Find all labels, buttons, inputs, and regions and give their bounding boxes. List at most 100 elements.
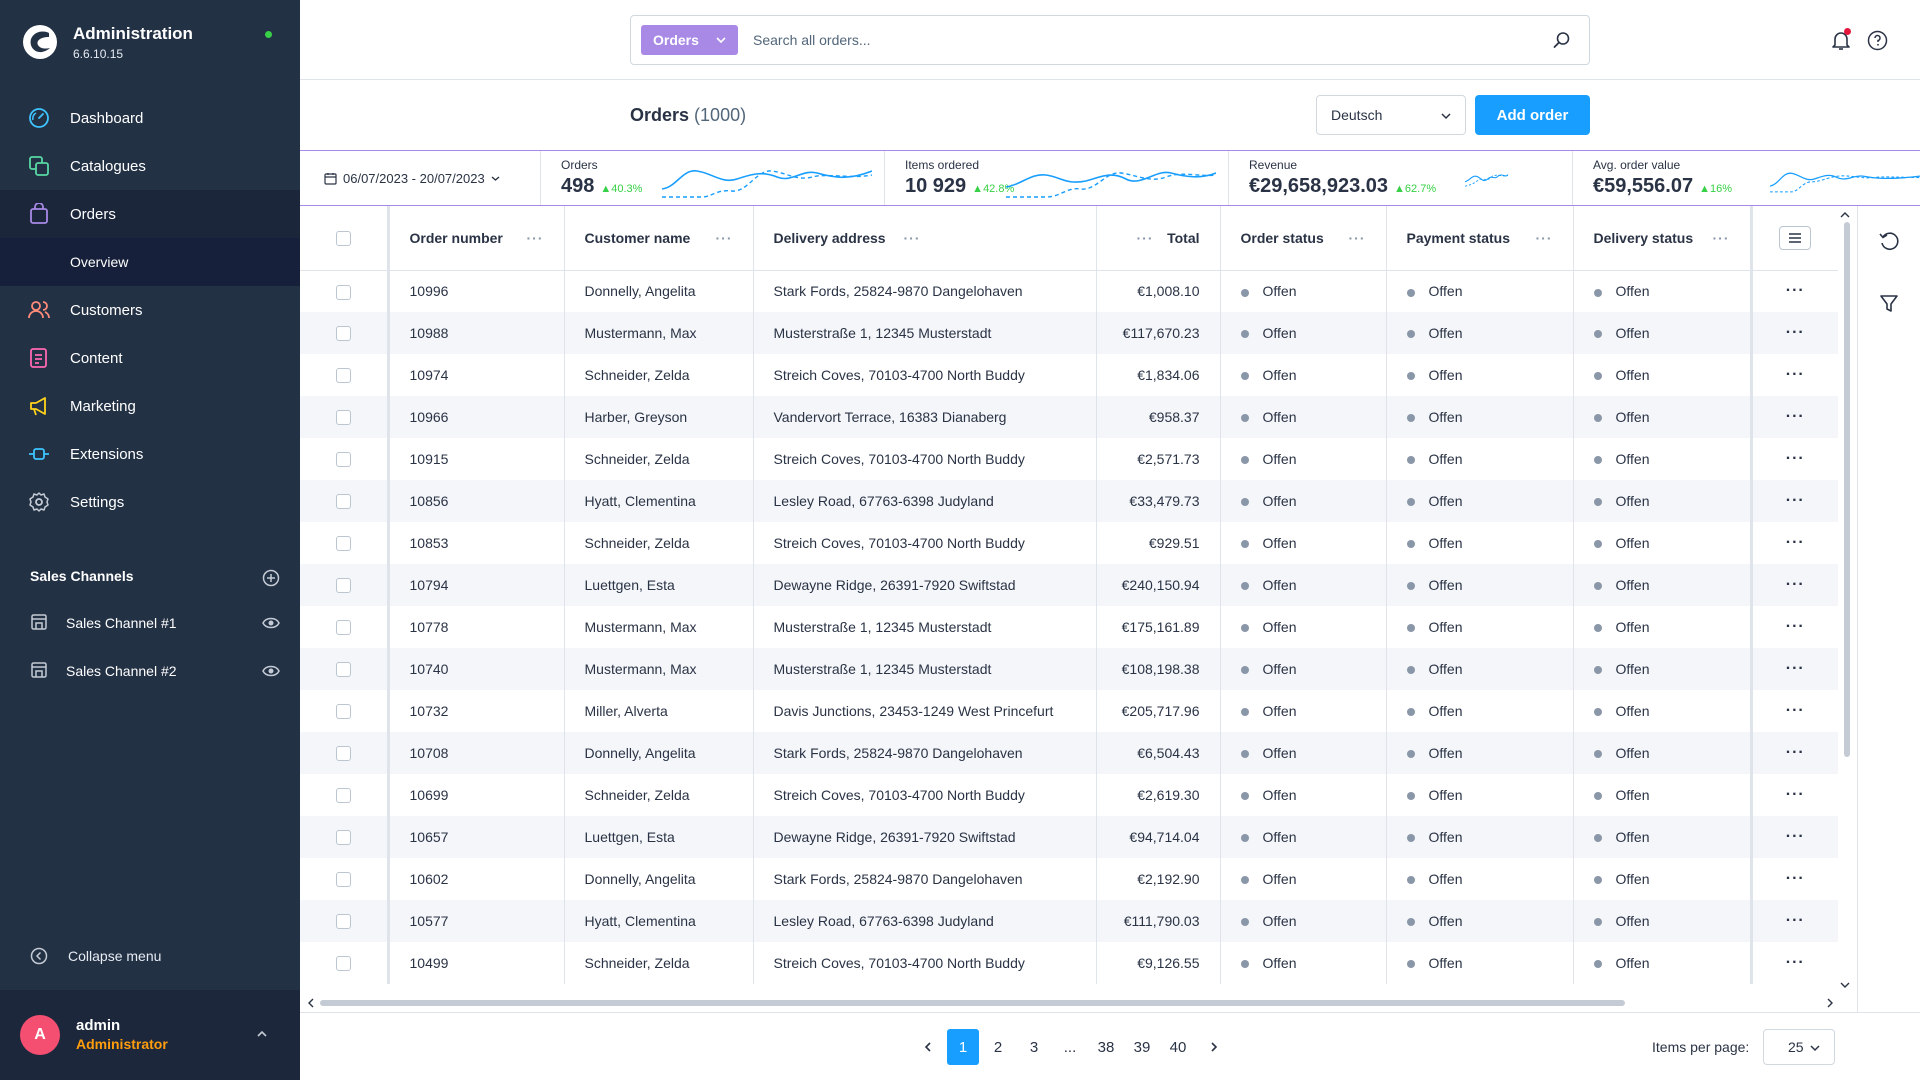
page-button[interactable]: 1 [947, 1029, 979, 1065]
table-row[interactable]: 10577 Hyatt, Clementina Lesley Road, 67763… [300, 900, 1838, 942]
search-type-dropdown[interactable]: Orders [641, 25, 738, 55]
column-options-icon[interactable]: ··· [715, 230, 733, 246]
page-button[interactable]: 3 [1029, 1038, 1039, 1056]
column-settings-button[interactable] [1779, 225, 1812, 250]
column-options-icon[interactable]: ··· [526, 230, 544, 246]
row-actions-icon[interactable]: ··· [1785, 660, 1805, 677]
order-number-cell[interactable]: 10577 [388, 900, 565, 942]
row-actions-icon[interactable]: ··· [1785, 618, 1805, 635]
order-number-cell[interactable]: 10974 [388, 354, 565, 396]
nav-item-content[interactable]: Content [0, 334, 300, 382]
row-checkbox[interactable] [335, 284, 351, 300]
add-sales-channel-icon[interactable] [262, 569, 280, 587]
order-number-cell[interactable]: 10657 [388, 816, 565, 858]
column-header-delivery-status[interactable]: Delivery status ··· [1573, 206, 1752, 271]
order-number-cell[interactable]: 10996 [388, 270, 565, 312]
row-actions-icon[interactable]: ··· [1785, 702, 1805, 719]
vertical-scrollbar[interactable] [1844, 222, 1850, 757]
order-number-cell[interactable]: 10853 [388, 522, 565, 564]
table-row[interactable]: 10708 Donnelly, Angelita Stark Fords, 2582… [300, 732, 1838, 774]
column-header-delivery-address[interactable]: Delivery address ··· [753, 206, 1097, 271]
row-actions-icon[interactable]: ··· [1785, 282, 1805, 300]
row-checkbox[interactable] [335, 536, 351, 552]
page-button[interactable]: 2 [993, 1038, 1003, 1056]
chevron-up-icon[interactable] [256, 1028, 268, 1040]
date-range-picker[interactable]: 06/07/2023 - 20/07/2023 [324, 171, 500, 186]
add-order-button[interactable]: Add order [1475, 95, 1590, 135]
nav-item-settings[interactable]: Settings [0, 478, 300, 526]
row-checkbox[interactable] [335, 620, 351, 636]
table-row[interactable]: 10856 Hyatt, Clementina Lesley Road, 67763… [300, 480, 1838, 522]
table-row[interactable]: 10499 Schneider, Zelda Streich Coves, 7010… [300, 942, 1838, 984]
page-button[interactable]: 38 [1097, 1038, 1115, 1056]
row-actions-icon[interactable]: ··· [1785, 786, 1805, 803]
table-row[interactable]: 10778 Mustermann, Max Musterstraße 1, 1234… [300, 606, 1838, 648]
bell-icon[interactable] [1830, 29, 1852, 51]
row-checkbox[interactable] [335, 830, 351, 846]
filter-icon[interactable] [1878, 292, 1900, 314]
column-options-icon[interactable]: ··· [903, 230, 921, 246]
row-checkbox[interactable] [335, 872, 351, 888]
table-row[interactable]: 10966 Harber, Greyson Vandervort Terrace, … [300, 396, 1838, 438]
column-options-icon[interactable]: ··· [1535, 230, 1553, 246]
row-actions-icon[interactable]: ··· [1785, 324, 1805, 341]
row-checkbox[interactable] [335, 956, 351, 972]
table-row[interactable]: 10853 Schneider, Zelda Streich Coves, 7010… [300, 522, 1838, 564]
table-row[interactable]: 10732 Miller, Alverta Davis Junctions, 234… [300, 690, 1838, 732]
row-checkbox[interactable] [335, 368, 351, 384]
previous-page-button[interactable] [910, 1029, 946, 1065]
row-checkbox[interactable] [335, 746, 351, 762]
column-header-payment-status[interactable]: Payment status ··· [1386, 206, 1574, 271]
order-number-cell[interactable]: 10708 [388, 732, 565, 774]
column-header-order-status[interactable]: Order status ··· [1220, 206, 1387, 271]
sales-channel-item[interactable]: Sales Channel #2 [30, 657, 280, 685]
table-row[interactable]: 10988 Mustermann, Max Musterstraße 1, 1234… [300, 312, 1838, 354]
order-number-cell[interactable]: 10915 [388, 438, 565, 480]
table-row[interactable]: 10794 Luettgen, Esta Dewayne Ridge, 26391-… [300, 564, 1838, 606]
row-actions-icon[interactable]: ··· [1785, 744, 1805, 761]
column-header-order-number[interactable]: Order number ··· [388, 206, 565, 271]
column-header-total[interactable]: ··· Total [1096, 206, 1221, 271]
row-actions-icon[interactable]: ··· [1785, 408, 1805, 425]
row-actions-icon[interactable]: ··· [1785, 534, 1805, 551]
row-actions-icon[interactable]: ··· [1785, 954, 1805, 971]
order-number-cell[interactable]: 10499 [388, 942, 565, 984]
row-actions-icon[interactable]: ··· [1785, 870, 1805, 887]
nav-item-marketing[interactable]: Marketing [0, 382, 300, 430]
order-number-cell[interactable]: 10699 [388, 774, 565, 816]
row-checkbox[interactable] [335, 578, 351, 594]
table-row[interactable]: 10996 Donnelly, Angelita Stark Fords, 2582… [300, 270, 1838, 312]
page-button[interactable]: 39 [1133, 1038, 1151, 1056]
order-number-cell[interactable]: 10966 [388, 396, 565, 438]
eye-icon[interactable] [262, 616, 280, 630]
column-options-icon[interactable]: ··· [1348, 230, 1366, 246]
horizontal-scrollbar[interactable] [320, 1000, 1625, 1006]
table-row[interactable]: 10915 Schneider, Zelda Streich Coves, 7010… [300, 438, 1838, 480]
page-button[interactable]: 40 [1169, 1038, 1187, 1056]
scroll-right-icon[interactable] [1825, 998, 1835, 1008]
row-actions-icon[interactable]: ··· [1785, 450, 1805, 467]
column-header-customer-name[interactable]: Customer name ··· [564, 206, 754, 271]
row-checkbox[interactable] [335, 704, 351, 720]
order-number-cell[interactable]: 10794 [388, 564, 565, 606]
order-number-cell[interactable]: 10740 [388, 648, 565, 690]
language-select[interactable]: Deutsch [1316, 95, 1466, 135]
nav-item-dashboard[interactable]: Dashboard [0, 94, 300, 142]
row-checkbox[interactable] [335, 326, 351, 342]
search-input[interactable] [753, 26, 1533, 54]
next-page-button[interactable] [1196, 1029, 1232, 1065]
nav-subitem-overview[interactable]: Overview [0, 238, 300, 286]
table-row[interactable]: 10740 Mustermann, Max Musterstraße 1, 1234… [300, 648, 1838, 690]
row-actions-icon[interactable]: ··· [1785, 492, 1805, 509]
row-checkbox[interactable] [335, 662, 351, 678]
select-all-checkbox[interactable] [335, 231, 351, 247]
order-number-cell[interactable]: 10778 [388, 606, 565, 648]
row-checkbox[interactable] [335, 494, 351, 510]
row-checkbox[interactable] [335, 410, 351, 426]
collapse-menu-button[interactable]: Collapse menu [30, 944, 280, 968]
order-number-cell[interactable]: 10988 [388, 312, 565, 354]
help-icon[interactable] [1867, 30, 1888, 51]
user-menu[interactable]: A admin Administrator [0, 990, 300, 1080]
row-checkbox[interactable] [335, 788, 351, 804]
nav-item-orders[interactable]: Orders [0, 190, 300, 238]
